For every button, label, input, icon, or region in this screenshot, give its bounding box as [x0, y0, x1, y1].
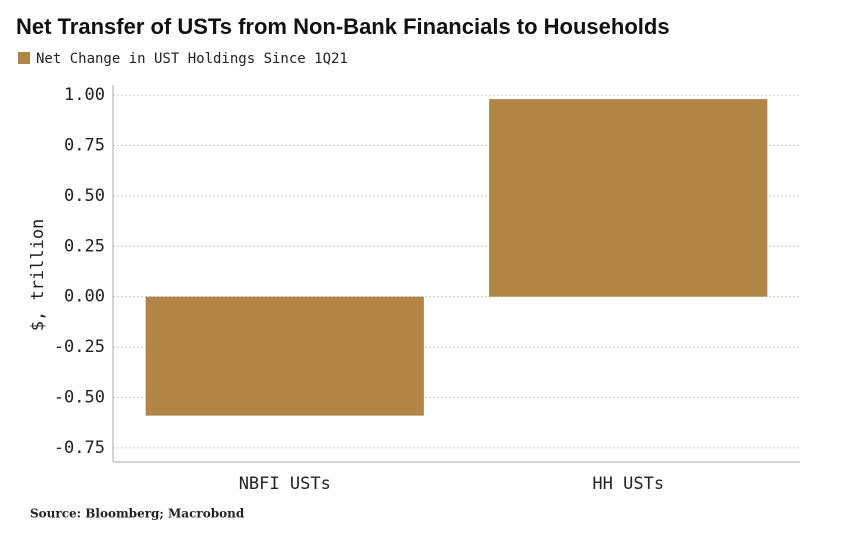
bar [145, 296, 424, 416]
y-tick-label: -0.75 [54, 438, 105, 458]
y-tick-label: 0.50 [64, 186, 105, 206]
x-tick-label: NBFI USTs [239, 474, 331, 494]
y-tick-label: 0.75 [64, 135, 105, 155]
y-tick-label: -0.25 [54, 337, 105, 357]
y-tick-label: 0.25 [64, 236, 105, 256]
bar [489, 99, 768, 297]
legend-label: Net Change in UST Holdings Since 1Q21 [36, 51, 348, 67]
y-tick-label: -0.50 [54, 387, 105, 407]
legend-swatch [18, 52, 30, 64]
source: Source: Bloomberg; Macrobond [30, 507, 245, 521]
x-tick-label: HH USTs [592, 474, 664, 494]
y-tick-label: 0.00 [64, 287, 105, 307]
y-tick-label: 1.00 [64, 85, 105, 105]
y-axis-label: $, trillion [28, 219, 48, 332]
chart-title: Net Transfer of USTs from Non-Bank Finan… [16, 14, 670, 39]
